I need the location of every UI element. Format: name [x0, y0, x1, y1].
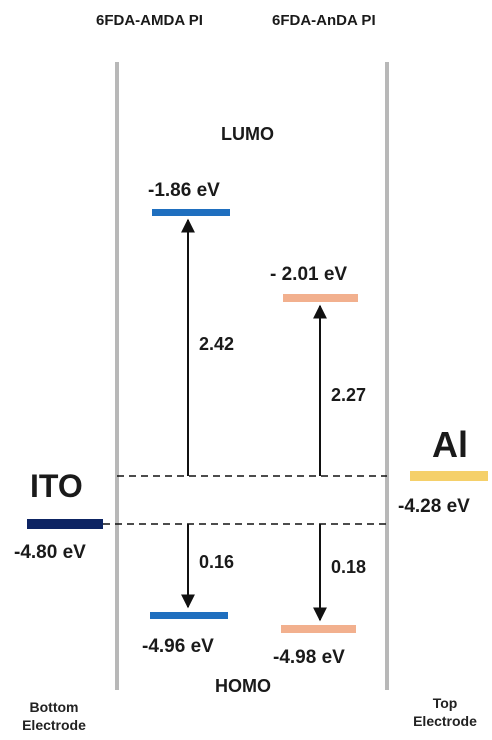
- anda-lumo-energy-label: - 2.01 eV: [270, 264, 348, 285]
- anda-homo-energy-label: -4.98 eV: [273, 647, 345, 668]
- amda-electron-barrier-value: 2.42: [199, 334, 235, 354]
- al-name-label: Al: [432, 424, 468, 465]
- amda-lumo-energy-label: -1.86 eV: [148, 180, 220, 201]
- ito-name-label: ITO: [30, 468, 83, 504]
- top-electrode-caption-line1: Top: [432, 695, 458, 711]
- ito-energy-label: -4.80 eV: [14, 542, 86, 563]
- anda-lumo-bar: [283, 294, 358, 302]
- ito-level-bar: [27, 519, 103, 529]
- amda-homo-energy-label: -4.96 eV: [142, 636, 214, 657]
- amda-lumo-bar: [152, 209, 230, 216]
- left-material-title: 6FDA-AMDA PI: [96, 12, 203, 29]
- lumo-label: LUMO: [221, 124, 274, 144]
- anda-electron-barrier-value: 2.27: [331, 385, 367, 405]
- right-material-title: 6FDA-AnDA PI: [272, 12, 376, 29]
- amda-homo-bar: [150, 612, 228, 619]
- top-electrode-caption: Top Electrode: [398, 694, 492, 730]
- anda-hole-barrier-value: 0.18: [331, 557, 367, 577]
- bottom-electrode-caption-line1: Bottom: [29, 699, 79, 715]
- al-level-bar: [410, 471, 488, 481]
- anda-homo-bar: [281, 625, 356, 633]
- homo-label: HOMO: [215, 676, 271, 696]
- bottom-electrode-caption: Bottom Electrode: [4, 698, 104, 734]
- amda-hole-barrier-value: 0.16: [199, 552, 235, 572]
- al-energy-label: -4.28 eV: [398, 496, 470, 517]
- bottom-electrode-caption-line2: Electrode: [22, 717, 86, 733]
- top-electrode-caption-line2: Electrode: [413, 713, 477, 729]
